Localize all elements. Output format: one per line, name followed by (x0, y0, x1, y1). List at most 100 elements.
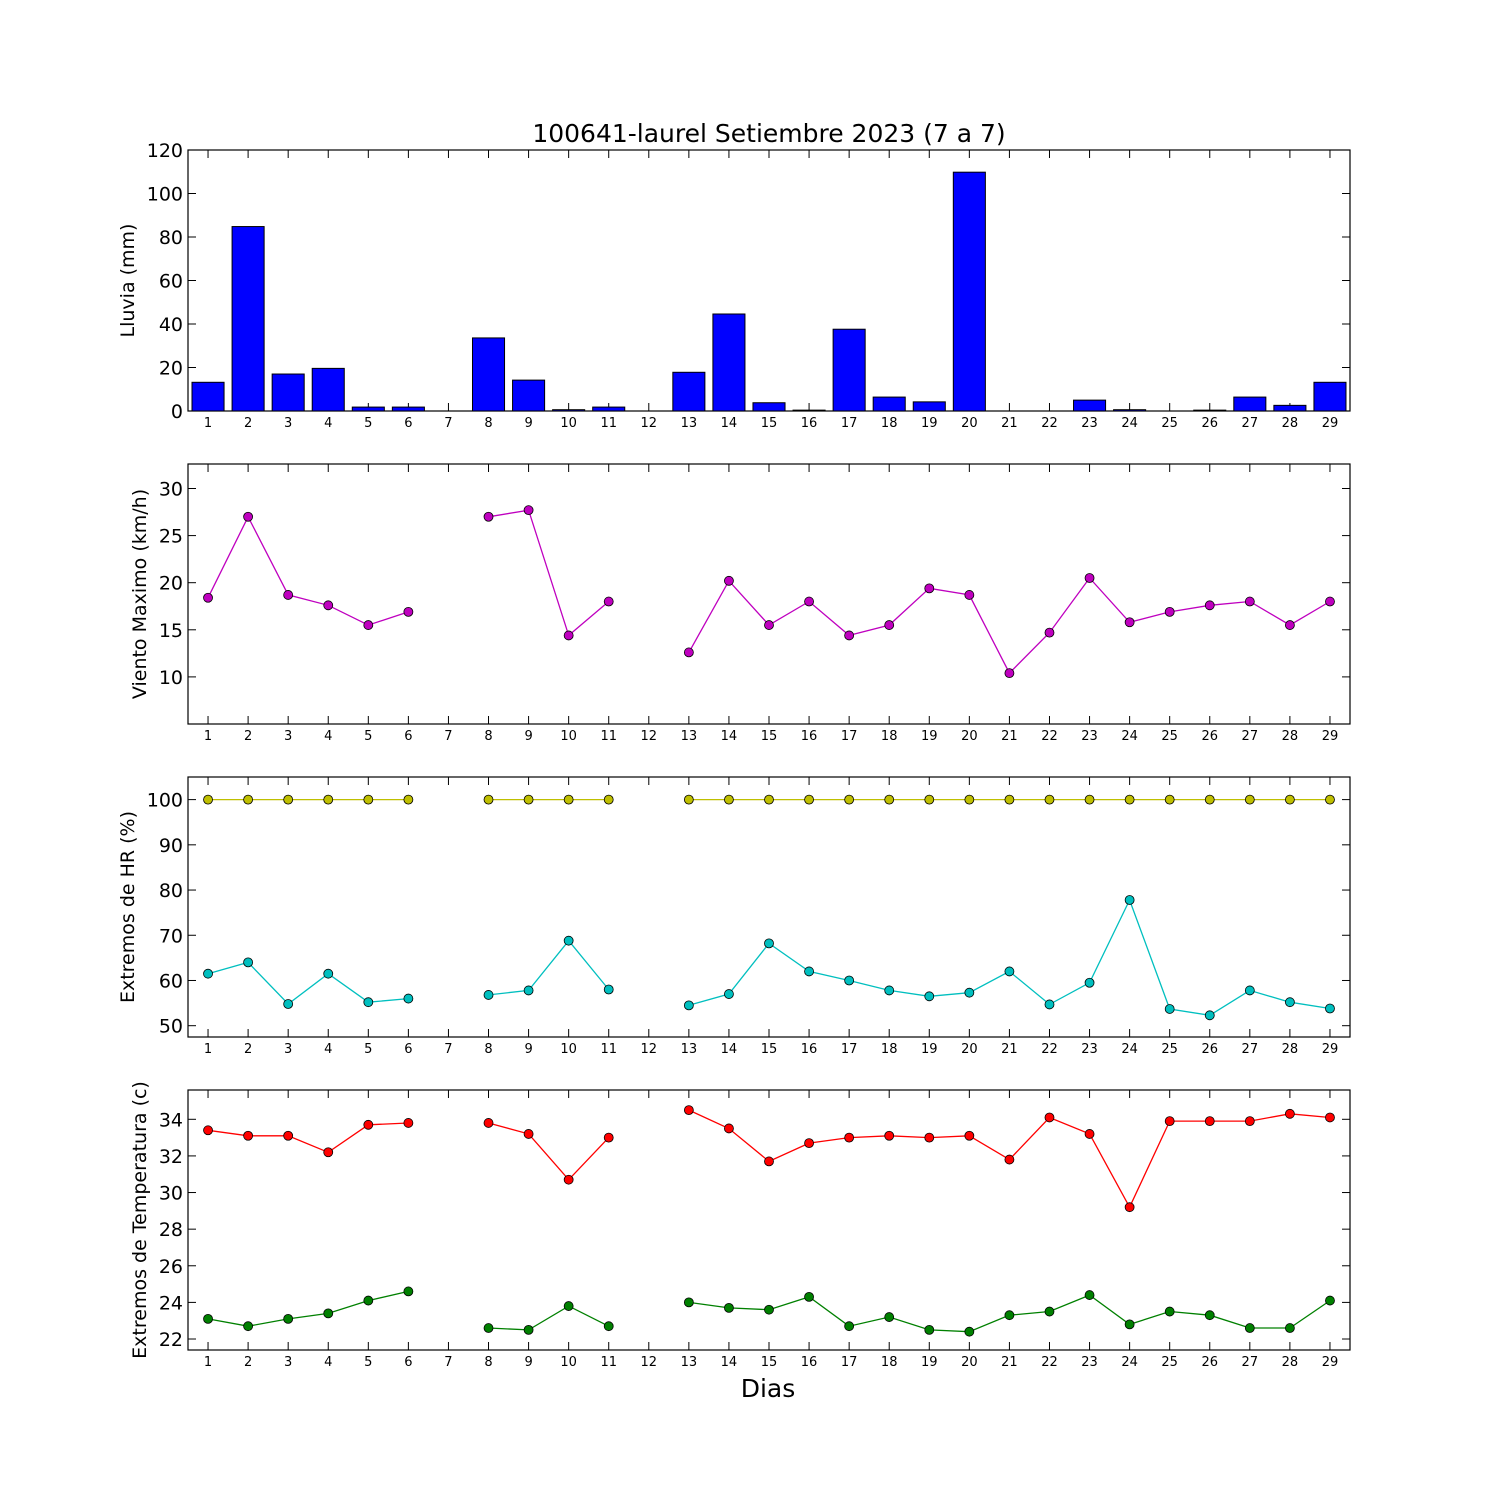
x-tick-label: 22 (1041, 729, 1058, 744)
bar-day-17 (832, 328, 866, 412)
data-point-day-20 (964, 987, 975, 998)
bar-day-5 (351, 406, 385, 412)
data-point-day-19 (924, 583, 935, 594)
data-point-day-1 (203, 1125, 213, 1136)
x-tick-label: 29 (1322, 1355, 1339, 1370)
data-point-day-29 (1325, 1295, 1335, 1306)
data-point-day-27 (1244, 985, 1255, 996)
x-tick-label: 17 (841, 1355, 858, 1370)
bar-day-9 (512, 379, 546, 412)
series-line-1 (207, 509, 1331, 675)
y-tick-label: 70 (159, 925, 183, 947)
data-point-day-9 (523, 505, 534, 516)
x-tick-label: 25 (1161, 416, 1178, 431)
y-tick-label: 28 (159, 1219, 183, 1241)
data-point-day-22 (1044, 627, 1055, 638)
x-tick-label: 6 (404, 729, 412, 744)
data-point-day-26 (1204, 794, 1215, 805)
data-point-day-10 (563, 630, 574, 641)
data-point-day-1 (203, 968, 213, 979)
x-tick-label: 11 (600, 1042, 617, 1057)
x-tick-label: 23 (1081, 1042, 1098, 1057)
x-tick-label: 10 (560, 729, 577, 744)
x-tick-label: 9 (524, 1042, 532, 1057)
data-point-day-25 (1164, 794, 1175, 805)
x-tick-label: 12 (641, 1042, 658, 1057)
x-tick-label: 11 (600, 416, 617, 431)
data-point-day-27 (1244, 596, 1255, 607)
data-point-day-4 (323, 794, 334, 805)
x-tick-label: 19 (921, 1042, 938, 1057)
y-tick-label: 20 (159, 573, 183, 595)
data-point-day-5 (363, 1119, 374, 1130)
x-tick-label: 16 (801, 729, 818, 744)
x-tick-label: 13 (681, 416, 698, 431)
data-point-day-14 (724, 794, 734, 805)
y-tick-label: 22 (159, 1329, 183, 1351)
data-point-day-15 (764, 620, 774, 630)
data-point-day-23 (1084, 573, 1095, 583)
data-point-day-4 (323, 968, 334, 979)
y-tick-label: 30 (159, 1183, 183, 1205)
data-point-day-1 (203, 592, 213, 603)
data-point-day-4 (323, 1147, 334, 1158)
x-tick-label: 27 (1242, 1042, 1259, 1057)
x-tick-label: 21 (1001, 1355, 1018, 1370)
data-point-day-21 (1004, 1310, 1015, 1321)
x-tick-label: 4 (324, 416, 332, 431)
x-tick-label: 13 (681, 1042, 698, 1057)
y-axis-label: Extremos de Temperatura (c) (129, 1081, 151, 1359)
x-tick-label: 29 (1322, 416, 1339, 431)
data-point-day-23 (1084, 1290, 1095, 1300)
data-point-day-28 (1284, 997, 1295, 1008)
data-point-day-2 (243, 511, 254, 522)
data-point-day-5 (363, 620, 374, 630)
data-point-day-26 (1204, 1010, 1215, 1021)
x-tick-label: 6 (404, 416, 412, 431)
x-tick-label: 10 (560, 1355, 577, 1370)
bar-day-16 (792, 409, 826, 412)
data-point-day-3 (283, 999, 294, 1009)
data-point-day-15 (764, 938, 774, 949)
data-point-day-8 (483, 794, 494, 805)
x-tick-label: 15 (761, 1355, 778, 1370)
x-tick-label: 22 (1041, 1355, 1058, 1370)
data-point-day-5 (363, 794, 374, 805)
x-tick-label: 17 (841, 1042, 858, 1057)
x-tick-label: 18 (881, 416, 898, 431)
bar-day-20 (952, 171, 986, 412)
x-tick-label: 12 (641, 729, 658, 744)
data-point-day-29 (1325, 1003, 1335, 1014)
x-tick-label: 4 (324, 1355, 332, 1370)
x-tick-label: 2 (244, 1042, 252, 1057)
plot-frame (187, 149, 1351, 412)
y-tick-label: 10 (159, 667, 183, 689)
y-tick-label: 90 (159, 835, 183, 857)
x-tick-label: 14 (721, 1355, 738, 1370)
x-tick-label: 27 (1242, 729, 1259, 744)
data-point-day-22 (1044, 1112, 1055, 1123)
x-tick-label: 1 (204, 1355, 212, 1370)
data-point-day-29 (1325, 794, 1335, 805)
x-tick-label: 8 (484, 1042, 492, 1057)
data-point-day-19 (924, 794, 935, 805)
x-tick-label: 29 (1322, 1042, 1339, 1057)
x-tick-label: 22 (1041, 1042, 1058, 1057)
data-point-day-2 (243, 957, 254, 968)
bar-day-2 (231, 226, 265, 412)
data-point-day-25 (1164, 1116, 1175, 1127)
data-point-day-29 (1325, 1112, 1335, 1123)
x-tick-label: 12 (641, 1355, 658, 1370)
data-point-day-13 (683, 794, 694, 805)
x-tick-label: 26 (1201, 1355, 1218, 1370)
series-line-2 (207, 898, 1331, 1016)
y-tick-label: 40 (159, 314, 183, 336)
data-point-day-18 (884, 1130, 895, 1141)
bar-day-26 (1193, 409, 1227, 412)
data-point-day-15 (764, 794, 774, 805)
data-point-day-4 (323, 1308, 334, 1319)
data-point-day-2 (243, 1130, 254, 1141)
x-tick-label: 12 (641, 416, 658, 431)
chart-title: 100641-laurel Setiembre 2023 (7 a 7) (532, 119, 1005, 148)
